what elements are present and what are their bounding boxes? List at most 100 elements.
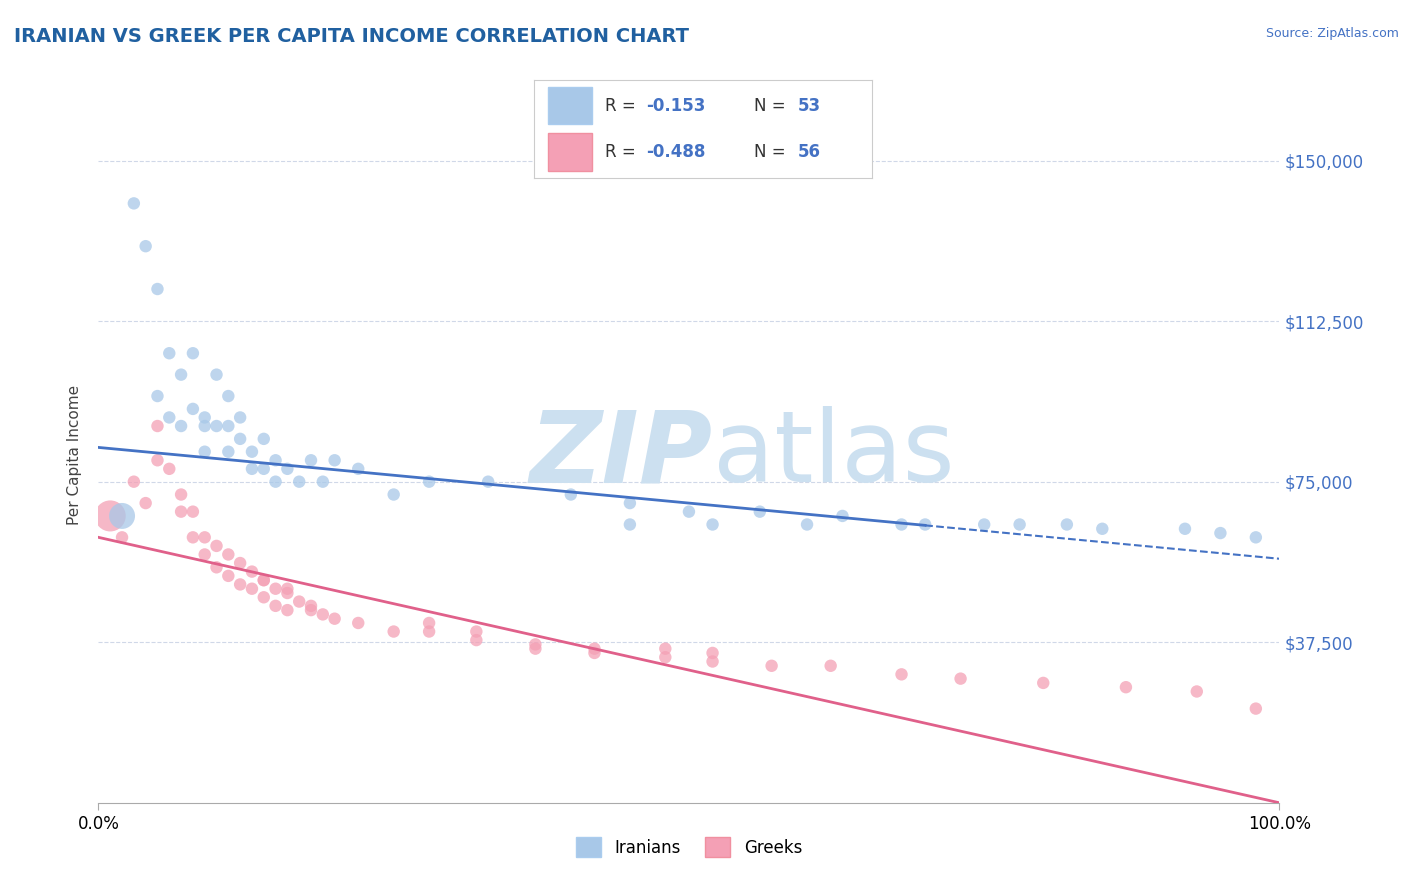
Point xyxy=(524,637,547,651)
Point xyxy=(583,646,606,660)
Point xyxy=(1244,530,1267,544)
Point xyxy=(949,672,972,686)
Point xyxy=(654,641,676,656)
Text: N =: N = xyxy=(754,97,790,115)
Text: 56: 56 xyxy=(797,143,821,161)
Point xyxy=(312,607,335,622)
Point xyxy=(382,624,405,639)
Point xyxy=(831,508,853,523)
Point xyxy=(217,569,239,583)
Point xyxy=(761,658,783,673)
Point xyxy=(157,462,180,476)
Point xyxy=(702,655,724,669)
Point xyxy=(678,505,700,519)
Point xyxy=(748,505,770,519)
Point xyxy=(524,641,547,656)
Point xyxy=(276,462,298,476)
Point xyxy=(312,475,335,489)
Point xyxy=(1185,684,1208,698)
Point xyxy=(253,591,276,605)
Point xyxy=(465,624,488,639)
Point xyxy=(205,539,228,553)
Point xyxy=(1209,526,1232,541)
Point xyxy=(229,556,252,570)
Point xyxy=(382,487,405,501)
Text: ZIP: ZIP xyxy=(530,407,713,503)
Text: atlas: atlas xyxy=(713,407,955,503)
Point xyxy=(217,419,239,434)
Point xyxy=(229,432,252,446)
Point xyxy=(135,239,157,253)
Point xyxy=(229,410,252,425)
Point xyxy=(347,615,370,630)
Point xyxy=(264,599,287,613)
Point xyxy=(111,530,134,544)
Text: IRANIAN VS GREEK PER CAPITA INCOME CORRELATION CHART: IRANIAN VS GREEK PER CAPITA INCOME CORRE… xyxy=(14,27,689,45)
Point xyxy=(240,462,263,476)
Point xyxy=(217,548,239,562)
Point xyxy=(111,508,134,523)
Point xyxy=(702,646,724,660)
Legend: Iranians, Greeks: Iranians, Greeks xyxy=(569,830,808,864)
Point xyxy=(560,487,582,501)
Point xyxy=(914,517,936,532)
Point xyxy=(157,346,180,360)
Point xyxy=(217,389,239,403)
Point xyxy=(288,475,311,489)
Point xyxy=(170,368,193,382)
Point xyxy=(299,599,322,613)
Point xyxy=(418,475,440,489)
Point xyxy=(276,603,298,617)
Point xyxy=(1174,522,1197,536)
Point xyxy=(347,462,370,476)
Text: N =: N = xyxy=(754,143,790,161)
Point xyxy=(194,530,217,544)
Point xyxy=(240,565,263,579)
Point xyxy=(181,530,204,544)
Text: 53: 53 xyxy=(797,97,821,115)
Point xyxy=(702,517,724,532)
Point xyxy=(194,419,217,434)
Point xyxy=(276,582,298,596)
Point xyxy=(890,517,912,532)
Point xyxy=(323,612,346,626)
Point xyxy=(890,667,912,681)
Text: R =: R = xyxy=(605,143,641,161)
Point xyxy=(240,582,263,596)
Text: -0.153: -0.153 xyxy=(645,97,704,115)
Point xyxy=(181,505,204,519)
Text: R =: R = xyxy=(605,97,641,115)
Point xyxy=(465,633,488,648)
Point xyxy=(194,444,217,458)
Point xyxy=(181,401,204,416)
Point xyxy=(299,603,322,617)
Point xyxy=(253,573,276,587)
FancyBboxPatch shape xyxy=(548,87,592,124)
Point xyxy=(229,577,252,591)
Point xyxy=(194,548,217,562)
Point xyxy=(181,346,204,360)
Point xyxy=(253,432,276,446)
Point xyxy=(146,453,169,467)
Point xyxy=(122,196,145,211)
Point xyxy=(1091,522,1114,536)
Point xyxy=(276,586,298,600)
Point xyxy=(477,475,499,489)
Point xyxy=(418,624,440,639)
Point xyxy=(619,496,641,510)
Point xyxy=(1115,680,1137,694)
Point xyxy=(217,444,239,458)
Point xyxy=(1244,701,1267,715)
Point xyxy=(240,444,263,458)
Point xyxy=(122,475,145,489)
Point xyxy=(820,658,842,673)
Point xyxy=(1008,517,1031,532)
Point xyxy=(170,487,193,501)
Point xyxy=(583,641,606,656)
Y-axis label: Per Capita Income: Per Capita Income xyxy=(67,384,83,525)
Point xyxy=(654,650,676,665)
Point xyxy=(98,508,121,523)
Point xyxy=(146,282,169,296)
Point xyxy=(973,517,995,532)
Point xyxy=(323,453,346,467)
